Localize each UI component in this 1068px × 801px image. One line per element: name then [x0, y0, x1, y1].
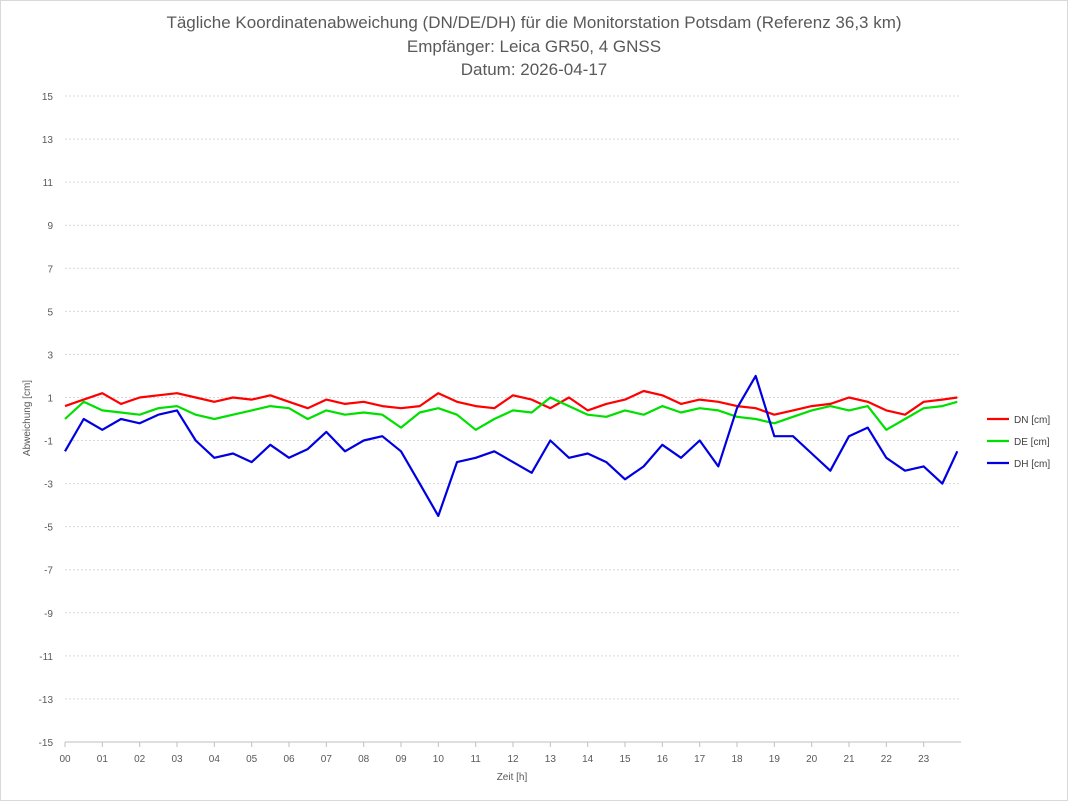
x-tick-label: 17	[694, 754, 706, 765]
x-tick-label: 19	[769, 754, 781, 765]
x-tick-label: 14	[582, 754, 594, 765]
y-tick-label: -5	[44, 523, 53, 534]
x-tick-label: 18	[731, 754, 743, 765]
x-tick-label: 10	[433, 754, 445, 765]
y-tick-label: -11	[39, 652, 53, 663]
x-tick-label: 21	[843, 754, 855, 765]
x-tick-label: 03	[171, 754, 183, 765]
x-tick-label: 00	[59, 754, 71, 765]
x-tick-label: 02	[134, 754, 146, 765]
y-tick-label: 13	[42, 135, 54, 146]
y-axis-title: Abweichung [cm]	[22, 380, 33, 456]
y-tick-label: 15	[42, 92, 54, 103]
chart-subtitle-date: Datum: 2026-04-17	[460, 60, 608, 79]
y-tick-label: 11	[43, 178, 54, 189]
x-tick-label: 22	[881, 754, 893, 765]
chart-subtitle-receiver: Empfänger: Leica GR50, 4 GNSS	[406, 37, 662, 56]
x-tick-label: 09	[395, 754, 407, 765]
legend-label: DH [cm]	[1014, 459, 1050, 470]
legend: DN [cm] DE [cm] DH [cm]	[987, 415, 1050, 470]
y-tick-label: -1	[44, 437, 53, 448]
x-axis-ticks: 00 01 02 03 04 05 06 07 08 09 10 11 12 13 14 15 16 17 18 19…	[59, 741, 961, 765]
x-tick-label: 16	[657, 754, 669, 765]
x-axis-title: Zeit [h]	[497, 772, 528, 783]
y-tick-label: -15	[39, 738, 54, 749]
legend-label: DE [cm]	[1014, 437, 1050, 448]
x-tick-label: 06	[283, 754, 295, 765]
x-tick-label: 07	[321, 754, 333, 765]
x-tick-label: 13	[545, 754, 557, 765]
gridlines	[65, 95, 961, 743]
x-tick-label: 23	[918, 754, 930, 765]
y-tick-label: 1	[47, 393, 53, 404]
x-tick-label: 05	[246, 754, 258, 765]
x-tick-label: 12	[507, 754, 519, 765]
series-line-dn	[64, 389, 958, 416]
x-tick-label: 08	[358, 754, 370, 765]
y-tick-label: 5	[47, 307, 53, 318]
x-tick-label: 20	[806, 754, 818, 765]
series-line-dh	[64, 374, 959, 518]
x-tick-label: 04	[209, 754, 221, 765]
y-tick-label: 7	[47, 264, 53, 275]
x-tick-label: 15	[619, 754, 631, 765]
chart-title: Tägliche Koordinatenabweichung (DN/DE/DH…	[166, 13, 902, 32]
y-tick-label: -3	[44, 480, 53, 491]
y-axis-ticks: 15 13 11 9 7 5 3 1 -1 -3 -5 -7 -9 -11 -13 -15	[39, 92, 54, 749]
y-tick-label: -13	[39, 695, 54, 706]
y-tick-label: -9	[44, 609, 53, 620]
y-tick-label: -7	[44, 566, 53, 577]
x-tick-label: 11	[470, 754, 481, 765]
legend-label: DN [cm]	[1014, 415, 1050, 426]
series-lines	[64, 374, 959, 518]
x-tick-label: 01	[97, 754, 109, 765]
y-tick-label: 9	[47, 221, 53, 232]
y-tick-label: 3	[47, 350, 53, 361]
series-line-de	[64, 396, 958, 431]
